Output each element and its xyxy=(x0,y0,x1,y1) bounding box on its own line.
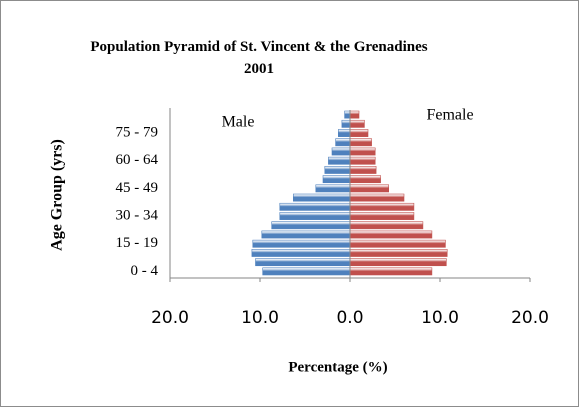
bar xyxy=(315,184,351,193)
bar xyxy=(335,138,351,147)
bar xyxy=(279,202,351,211)
bar xyxy=(349,147,376,156)
series-label: Male xyxy=(222,114,255,131)
bar xyxy=(262,267,351,276)
x-axis-label: Percentage (%) xyxy=(288,359,387,375)
bar xyxy=(349,156,376,165)
bar xyxy=(279,212,351,220)
bar xyxy=(349,184,390,193)
y-axis-label: Age Group (yrs) xyxy=(49,139,66,251)
bar xyxy=(271,221,351,230)
bar xyxy=(349,175,381,184)
x-tick-label: 20.0 xyxy=(151,308,189,328)
bar xyxy=(331,147,351,156)
bar xyxy=(251,249,351,257)
bar xyxy=(255,258,351,267)
bar xyxy=(349,129,369,137)
bar xyxy=(349,119,365,128)
y-tick-label: 60 - 64 xyxy=(116,152,159,168)
series-label: Female xyxy=(426,107,473,124)
chart-title: Population Pyramid of St. Vincent & the … xyxy=(90,39,428,77)
y-tick-label: 15 - 19 xyxy=(116,235,159,251)
bar xyxy=(349,202,415,211)
bar xyxy=(324,166,351,174)
bar xyxy=(349,110,360,119)
bar xyxy=(292,193,351,202)
bar xyxy=(349,221,424,230)
x-tick-label: 10.0 xyxy=(241,308,279,328)
y-tick-label: 45 - 49 xyxy=(116,180,159,196)
bar xyxy=(349,193,405,202)
bar xyxy=(322,175,351,184)
x-tick-label: 20.0 xyxy=(511,308,549,328)
bar xyxy=(337,129,351,137)
bar xyxy=(344,110,351,119)
y-tick-label: 0 - 4 xyxy=(131,263,159,279)
bar xyxy=(341,119,351,128)
bar xyxy=(349,166,377,174)
bar xyxy=(328,156,351,165)
bar xyxy=(349,230,433,239)
bar xyxy=(349,249,448,257)
bar xyxy=(349,212,415,220)
bar xyxy=(349,138,372,147)
bar xyxy=(349,239,446,248)
x-tick-label: 0.0 xyxy=(336,308,363,328)
bar xyxy=(261,230,351,239)
bar xyxy=(349,258,447,267)
bar xyxy=(349,267,433,276)
y-tick-label: 75 - 79 xyxy=(116,124,159,140)
y-tick-label: 30 - 34 xyxy=(116,207,159,223)
x-tick-label: 10.0 xyxy=(421,308,459,328)
bar xyxy=(252,239,351,248)
